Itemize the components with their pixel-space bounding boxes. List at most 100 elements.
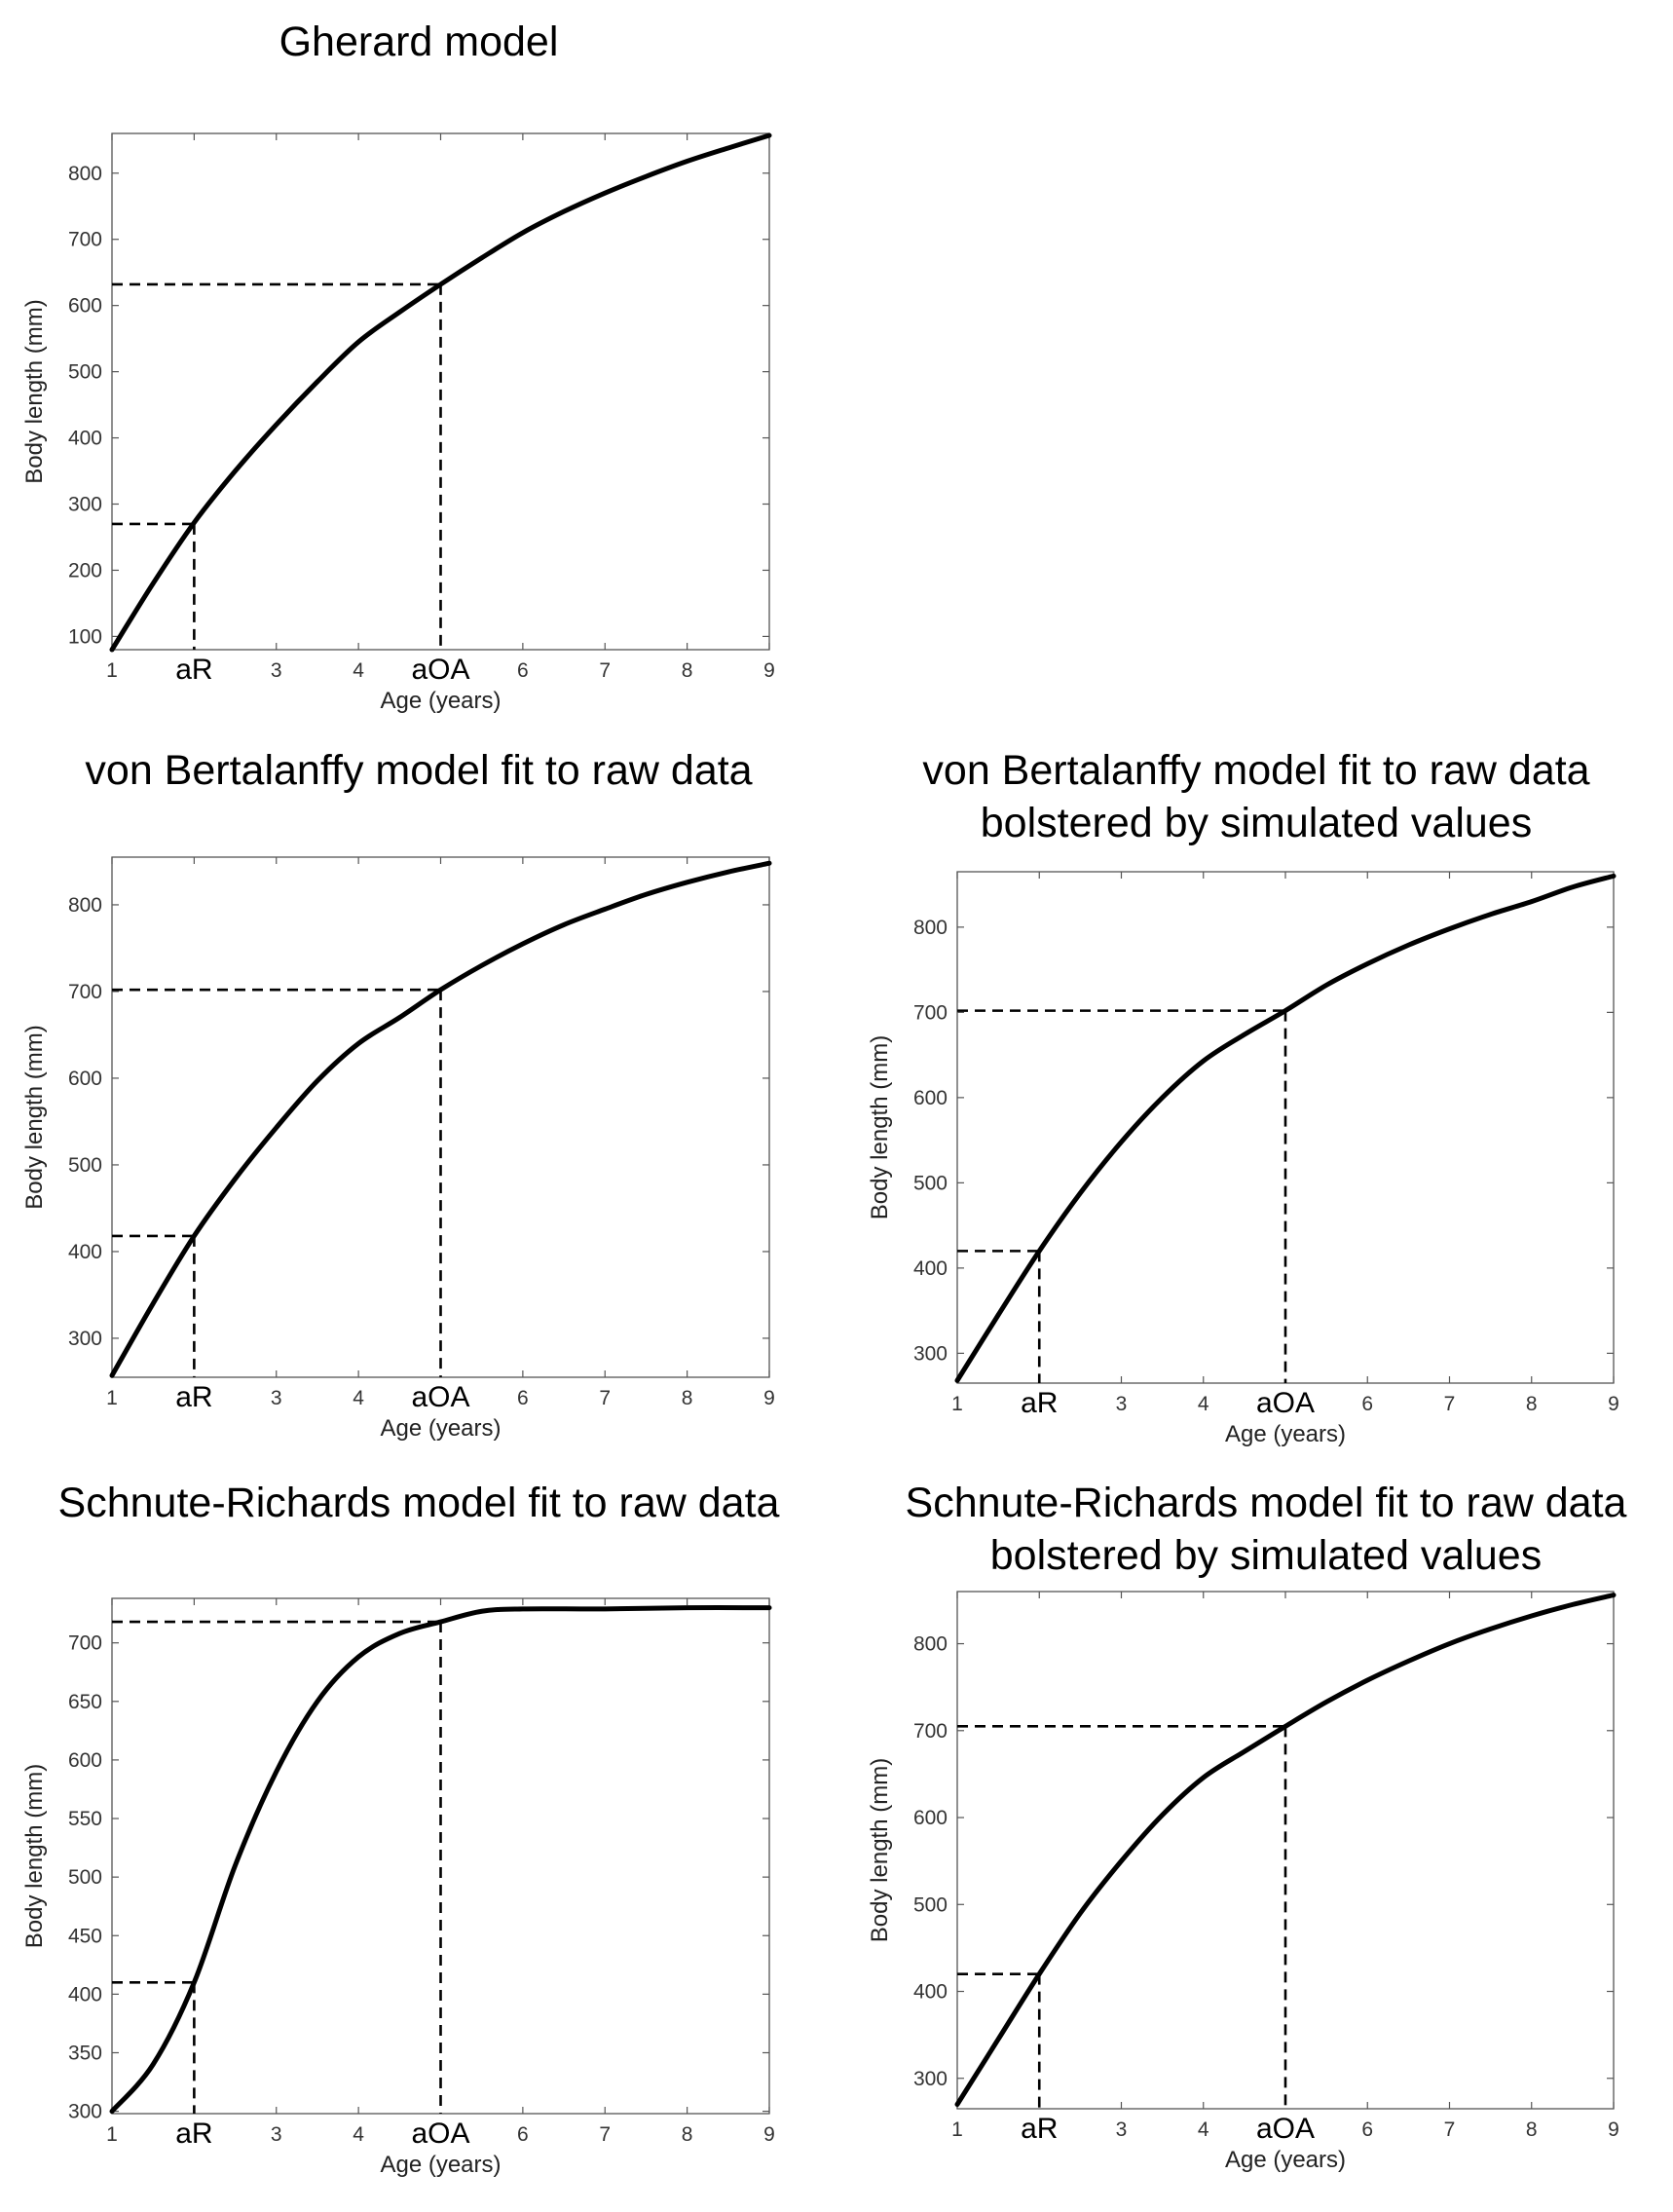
y-tick-label: 100: [68, 625, 102, 648]
y-tick-label: 300: [68, 494, 102, 516]
y-axis-label: Body length (mm): [21, 1764, 48, 1948]
y-tick-label: 800: [913, 917, 948, 939]
x-tick-label: 7: [1444, 1393, 1456, 1415]
x-tick-label: 9: [763, 1387, 775, 1409]
x-tick-label: 1: [106, 659, 118, 682]
axes-frame: [956, 871, 1615, 1384]
x-tick-label: 8: [682, 1387, 693, 1409]
panel-title: Schnute-Richards model fit to raw data: [57, 1480, 780, 1526]
growth-curve-line: [954, 873, 1617, 1383]
x-tick-label: 8: [1526, 1393, 1538, 1415]
panel-title: von Bertalanffy model fit to raw data: [85, 747, 753, 794]
y-tick-label: 700: [68, 1632, 102, 1655]
x-axis-label: Age (years): [380, 1415, 501, 1442]
y-tick-label: 500: [68, 361, 102, 384]
x-tick-label: 6: [517, 1387, 529, 1409]
x-tick-label-ar: aR: [175, 654, 212, 686]
x-tick-label: 9: [1608, 1393, 1619, 1415]
x-tick-label: 3: [271, 2123, 282, 2146]
y-tick-label: 400: [68, 428, 102, 450]
y-tick-label: 650: [68, 1691, 102, 1713]
x-tick-label-ar: aR: [175, 1381, 212, 1413]
y-tick-label: 500: [913, 1893, 948, 1916]
x-tick-label-ar: aR: [175, 2118, 212, 2150]
y-tick-label: 700: [913, 1720, 948, 1743]
y-tick-label: 700: [68, 981, 102, 1003]
x-tick-label: 4: [353, 2123, 364, 2146]
y-tick-label: 300: [68, 1328, 102, 1350]
y-tick-label: 200: [68, 559, 102, 581]
x-tick-label: 4: [1198, 1393, 1209, 1415]
x-tick-label: 1: [106, 2123, 118, 2146]
chart-3: 300 350 400 450 500 550 600 650 700 1 3 4 6 7 8 9 aR aOAA…: [21, 1597, 775, 2178]
x-tick-label-ar: aR: [1021, 2113, 1058, 2145]
y-tick-label: 500: [913, 1172, 948, 1194]
y-tick-label: 800: [68, 163, 102, 185]
x-tick-label: 3: [1116, 2118, 1128, 2141]
y-axis-label: Body length (mm): [867, 1035, 893, 1219]
y-tick-label: 350: [68, 2042, 102, 2064]
x-tick-label-aoa: aOA: [1256, 1387, 1315, 1419]
y-axis-label: Body length (mm): [21, 299, 48, 483]
y-tick-label: 400: [913, 1257, 948, 1280]
y-tick-label: 600: [913, 1807, 948, 1829]
x-tick-label: 1: [951, 2118, 963, 2141]
x-tick-label: 8: [1526, 2118, 1538, 2141]
x-tick-label: 3: [1116, 1393, 1128, 1415]
x-tick-label: 4: [353, 1387, 364, 1409]
x-tick-label: 9: [763, 659, 775, 682]
growth-curve-line: [109, 860, 772, 1378]
y-tick-label: 300: [913, 2068, 948, 2090]
panel-title: von Bertalanffy model fit to raw data bo…: [922, 747, 1590, 846]
x-tick-label: 9: [1608, 2118, 1619, 2141]
y-tick-label: 500: [68, 1154, 102, 1177]
x-tick-label: 7: [1444, 2118, 1456, 2141]
x-tick-label: 1: [951, 1393, 963, 1415]
panel-title: Gherard model: [279, 19, 559, 65]
y-tick-label: 300: [68, 2101, 102, 2123]
x-tick-label: 1: [106, 1387, 118, 1409]
y-tick-label: 600: [68, 295, 102, 318]
y-tick-label: 600: [68, 1749, 102, 1772]
growth-curve-line: [109, 1605, 772, 2115]
x-tick-label: 6: [1361, 1393, 1373, 1415]
panel-title: Schnute-Richards model fit to raw data b…: [905, 1480, 1627, 1579]
x-axis-label: Age (years): [1225, 1421, 1346, 1447]
x-tick-label: 6: [517, 659, 529, 682]
y-tick-label: 800: [68, 894, 102, 917]
x-tick-label-aoa: aOA: [411, 2118, 469, 2150]
x-tick-label: 6: [517, 2123, 529, 2146]
y-axis-label: Body length (mm): [867, 1758, 893, 1942]
y-tick-label: 700: [913, 1001, 948, 1024]
growth-curve-line: [954, 1593, 1617, 2108]
x-tick-label: 7: [599, 1387, 611, 1409]
x-tick-label-aoa: aOA: [1256, 2113, 1315, 2145]
x-axis-label: Age (years): [380, 688, 501, 714]
x-tick-label: 9: [763, 2123, 775, 2146]
x-tick-label-aoa: aOA: [411, 1381, 469, 1413]
y-tick-label: 400: [913, 1981, 948, 2004]
y-tick-label: 800: [913, 1633, 948, 1656]
x-tick-label: 6: [1361, 2118, 1373, 2141]
x-tick-label: 8: [682, 659, 693, 682]
growth-curve-line: [109, 132, 772, 653]
y-tick-label: 550: [68, 1808, 102, 1830]
y-tick-label: 400: [68, 1983, 102, 2006]
x-tick-label-aoa: aOA: [411, 654, 469, 686]
x-tick-label: 7: [599, 2123, 611, 2146]
y-tick-label: 700: [68, 229, 102, 251]
y-tick-label: 600: [68, 1068, 102, 1090]
x-axis-label: Age (years): [1225, 2147, 1346, 2173]
x-tick-label: 4: [353, 659, 364, 682]
chart-0: 100 200 300 400 500 600 700 800 1 3 4 6 7 8 9 aR aOAAge …: [21, 132, 775, 714]
y-tick-label: 450: [68, 1925, 102, 1947]
x-tick-label: 8: [682, 2123, 693, 2146]
y-tick-label: 300: [913, 1342, 948, 1365]
x-tick-label: 3: [271, 1387, 282, 1409]
x-tick-label-ar: aR: [1021, 1387, 1058, 1419]
y-tick-label: 400: [68, 1241, 102, 1263]
